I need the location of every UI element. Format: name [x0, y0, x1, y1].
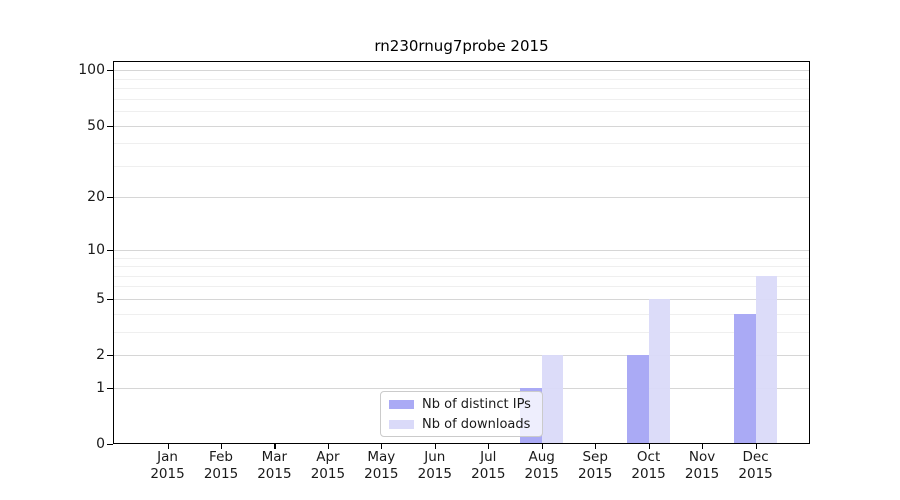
x-tick-feb	[221, 444, 223, 449]
y-tick-label-2: 2	[96, 347, 105, 363]
gridline-minor-90	[113, 78, 810, 80]
gridline-minor-80	[113, 88, 810, 89]
bar-downloads-dec	[755, 275, 778, 444]
legend-item-downloads: Nb of downloads	[389, 415, 542, 433]
x-tick-nov	[702, 444, 704, 449]
gridline-minor-3	[113, 331, 810, 333]
bar-downloads-aug	[541, 355, 564, 444]
gridline-minor-30	[113, 165, 810, 167]
x-tick-label-oct: Oct 2015	[631, 449, 666, 482]
gridline-10	[113, 249, 810, 251]
plot-area	[113, 61, 810, 444]
x-tick-label-apr: Apr 2015	[310, 449, 346, 482]
x-tick-oct	[648, 444, 650, 449]
gridline-50	[113, 125, 810, 127]
x-tick-label-jul: Jul 2015	[471, 449, 506, 482]
y-tick-100	[107, 70, 113, 72]
gridline-2	[113, 355, 810, 356]
gridline-minor-7	[113, 275, 810, 277]
bar-ips-dec	[734, 313, 756, 444]
x-tick-apr	[327, 444, 330, 449]
y-tick-label-20: 20	[87, 189, 105, 206]
x-tick-jul	[488, 444, 490, 449]
gridline-20	[113, 197, 810, 199]
gridline-100	[113, 70, 810, 72]
y-tick-label-5: 5	[96, 290, 105, 307]
gridline-minor-70	[113, 98, 810, 100]
y-tick-5	[107, 298, 113, 300]
y-tick-label-10: 10	[87, 241, 105, 258]
legend: Nb of distinct IPs Nb of downloads	[380, 391, 543, 437]
y-tick-50	[107, 125, 113, 127]
gridline-minor-60	[113, 110, 810, 112]
y-tick-1	[107, 387, 113, 389]
legend-item-distinct-ips: Nb of distinct IPs	[389, 395, 542, 413]
x-tick-label-nov: Nov 2015	[684, 449, 720, 482]
gridline-1	[113, 387, 810, 389]
gridline-minor-4	[113, 313, 810, 315]
legend-swatch-distinct-ips	[389, 399, 414, 409]
x-tick-label-mar: Mar 2015	[257, 449, 292, 482]
gridline-minor-40	[113, 143, 810, 145]
y-tick-label-1: 1	[96, 379, 105, 396]
x-tick-dec	[755, 444, 757, 449]
y-tick-10	[107, 249, 113, 251]
y-tick-20	[107, 197, 113, 199]
x-tick-jun	[434, 444, 436, 449]
x-tick-label-sep: Sep 2015	[578, 449, 613, 482]
x-tick-label-may: May 2015	[364, 449, 399, 482]
chart-title: rn230rnug7probe 2015	[374, 37, 549, 55]
y-tick-0	[107, 444, 113, 446]
legend-label-distinct-ips: Nb of distinct IPs	[422, 396, 531, 412]
bar-ips-oct	[627, 355, 649, 444]
gridline-5	[113, 298, 810, 300]
gridline-minor-6	[113, 286, 810, 288]
x-tick-mar	[274, 444, 276, 449]
x-tick-jan	[167, 444, 169, 449]
x-tick-label-dec: Dec 2015	[738, 449, 773, 482]
y-tick-label-0: 0	[96, 436, 105, 452]
x-tick-label-jun: Jun 2015	[417, 449, 452, 482]
y-tick-label-50: 50	[87, 117, 105, 134]
y-tick-2	[107, 355, 113, 357]
legend-swatch-downloads	[389, 419, 414, 429]
x-tick-sep	[595, 444, 597, 449]
y-tick-label-100: 100	[78, 62, 105, 79]
bar-downloads-oct	[648, 298, 671, 444]
x-tick-label-aug: Aug 2015	[524, 449, 559, 482]
x-tick-label-jan: Jan 2015	[150, 449, 185, 482]
x-tick-may	[381, 444, 383, 449]
x-tick-aug	[541, 444, 543, 449]
gridline-minor-8	[113, 266, 810, 267]
x-tick-label-feb: Feb 2015	[203, 449, 239, 482]
gridline-minor-9	[113, 257, 810, 259]
legend-label-downloads: Nb of downloads	[422, 416, 531, 432]
